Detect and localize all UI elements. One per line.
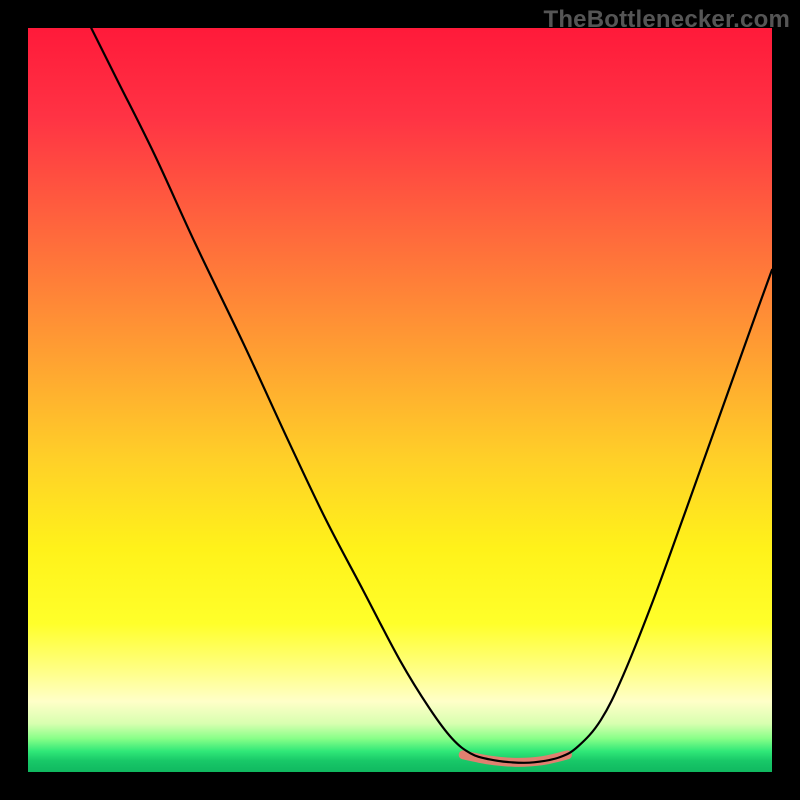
bottleneck-chart: TheBottlenecker.com (0, 0, 800, 800)
chart-canvas (0, 0, 800, 800)
watermark-text: TheBottlenecker.com (543, 6, 790, 34)
